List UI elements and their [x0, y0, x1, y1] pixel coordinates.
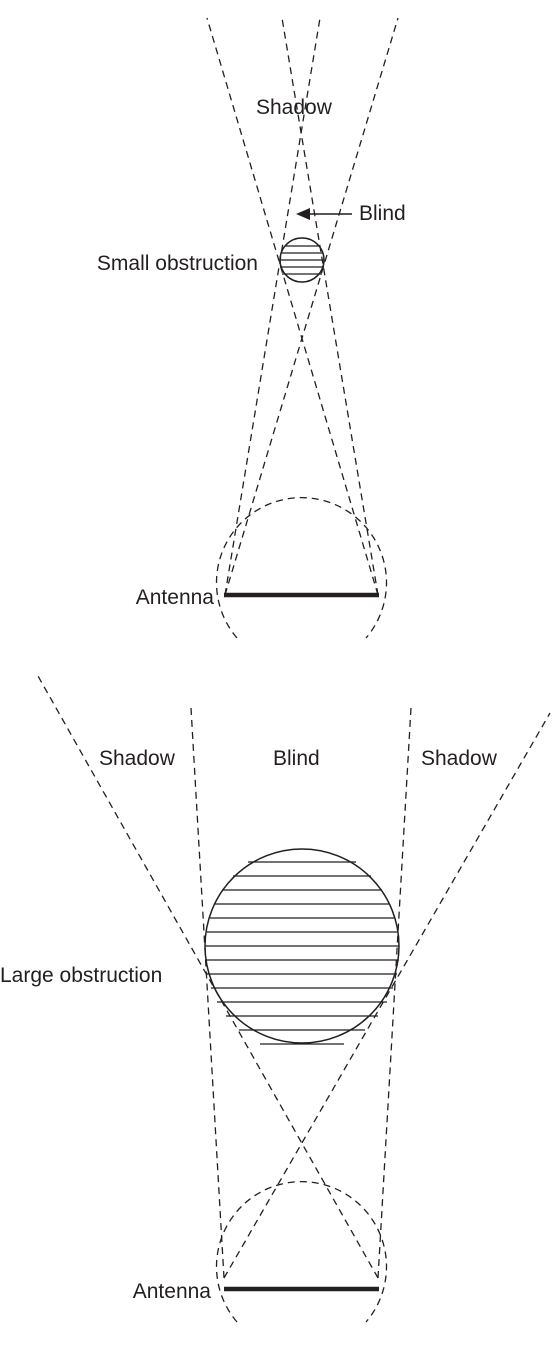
- top-ray-cross-right: [206, 17, 379, 596]
- top-shadow-label: Shadow: [256, 96, 333, 119]
- top-ray-cross-left: [224, 17, 399, 596]
- large-obstruction-circle: [204, 848, 400, 1044]
- arrow-head-icon: [296, 208, 310, 220]
- top-ray-outer-left: [224, 17, 321, 596]
- top-antenna-dome: [215, 497, 388, 639]
- blind-arrow: [296, 208, 352, 220]
- bottom-ray-outer-right: [377, 707, 412, 1279]
- bottom-antenna-dome: [215, 1181, 388, 1323]
- small-obstruction-circle: [279, 237, 325, 283]
- top-ray-outer-right: [281, 17, 379, 596]
- top-antenna-label: Antenna: [136, 586, 215, 609]
- top-ray-lines: [206, 17, 399, 596]
- bottom-shadow-right-label: Shadow: [421, 747, 498, 770]
- top-panel: Shadow Blind Small obstruction Antenna: [97, 17, 406, 639]
- bottom-shadow-left-label: Shadow: [99, 747, 176, 770]
- bottom-ray-cross-left: [223, 712, 551, 1279]
- bottom-ray-lines: [37, 675, 551, 1279]
- bottom-panel: Shadow Blind Shadow Large obstruction An…: [0, 675, 551, 1323]
- bottom-blind-label: Blind: [273, 747, 320, 770]
- bottom-ray-outer-left: [190, 707, 225, 1279]
- bottom-ray-cross-right: [37, 675, 379, 1279]
- large-obstruction: [204, 848, 400, 1045]
- small-obstruction-label: Small obstruction: [97, 252, 258, 275]
- bottom-antenna-label: Antenna: [133, 1280, 212, 1303]
- small-obstruction: [279, 237, 325, 283]
- large-obstruction-label: Large obstruction: [0, 964, 162, 987]
- top-blind-label: Blind: [359, 202, 406, 225]
